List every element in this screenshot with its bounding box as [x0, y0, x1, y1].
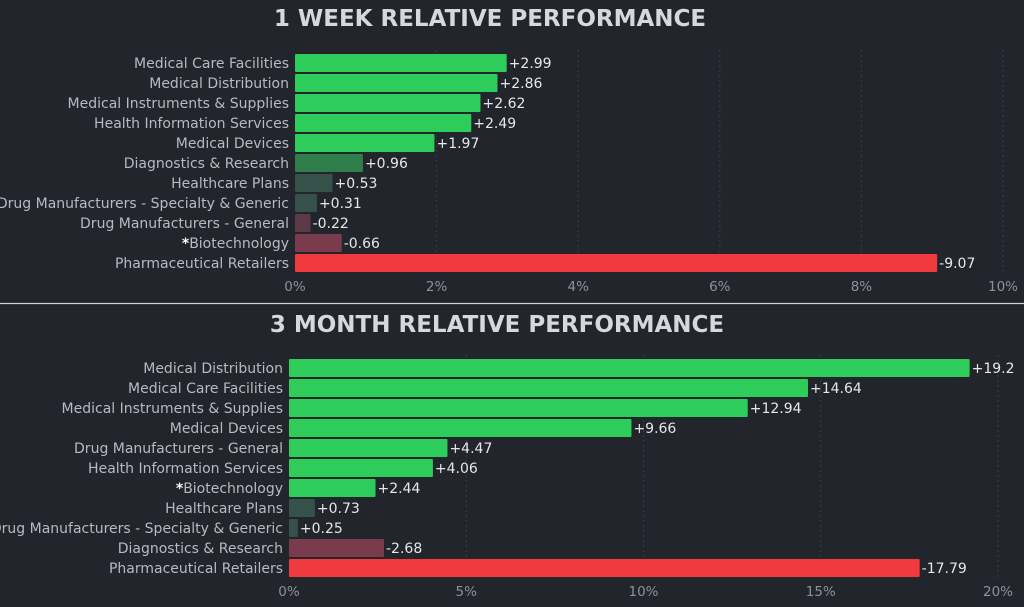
x-tick-label: 0% — [278, 584, 300, 600]
category-label: Medical Devices — [176, 136, 289, 152]
value-label: +4.06 — [435, 461, 478, 477]
category-label: Medical Instruments & Supplies — [62, 401, 283, 417]
bar — [295, 114, 472, 132]
value-label: +4.47 — [449, 441, 492, 457]
category-label: Drug Manufacturers - Specialty & Generic — [0, 521, 283, 537]
bar — [289, 419, 632, 437]
category-label: Drug Manufacturers - Specialty & Generic — [0, 196, 289, 212]
category-label: Medical Care Facilities — [128, 381, 283, 397]
value-label: +0.96 — [365, 156, 408, 172]
bar — [289, 519, 298, 537]
category-label: Healthcare Plans — [171, 176, 289, 192]
value-label: +2.44 — [377, 481, 420, 497]
value-label: -0.66 — [344, 236, 380, 252]
x-tick-label: 2% — [426, 279, 448, 295]
category-label: Drug Manufacturers - General — [74, 441, 283, 457]
category-label: Medical Distribution — [143, 361, 283, 377]
value-label: +0.53 — [335, 176, 378, 192]
bar — [295, 74, 498, 92]
panel-3-month: Medical Distribution +19.2 Medical Care Fa… — [0, 355, 1015, 600]
value-label: +2.99 — [509, 56, 552, 72]
value-label: +2.86 — [499, 76, 542, 92]
value-label: +0.73 — [317, 501, 360, 517]
value-label: -17.79 — [922, 561, 967, 577]
value-label: -0.22 — [313, 216, 349, 232]
x-tick-label: 0% — [284, 279, 306, 295]
category-label-text: Biotechnology — [189, 236, 289, 252]
x-tick-label: 15% — [806, 584, 836, 600]
category-label: Diagnostics & Research — [118, 541, 283, 557]
value-label: +0.25 — [300, 521, 343, 537]
bar — [289, 459, 433, 477]
category-label: Medical Instruments & Supplies — [68, 96, 289, 112]
bar — [295, 94, 481, 112]
bar — [289, 559, 920, 577]
value-label: +14.64 — [810, 381, 862, 397]
value-label: +9.66 — [633, 421, 676, 437]
bar — [289, 439, 448, 457]
category-label-text: Biotechnology — [183, 481, 283, 497]
bar — [295, 194, 317, 212]
category-label: *Biotechnology — [182, 236, 289, 252]
bar — [289, 379, 808, 397]
category-label: Medical Care Facilities — [134, 56, 289, 72]
value-label: +1.97 — [436, 136, 479, 152]
value-label: -2.68 — [386, 541, 422, 557]
chart-title-1-week: 1 WEEK RELATIVE PERFORMANCE — [274, 6, 706, 32]
category-label: Medical Devices — [170, 421, 283, 437]
panel-1-week: Medical Care Facilities +2.99 Medical Dist… — [0, 50, 1018, 295]
value-label: +19.2 — [972, 361, 1015, 377]
x-tick-label: 4% — [567, 279, 589, 295]
bar — [289, 479, 376, 497]
chart-title-3-month: 3 MONTH RELATIVE PERFORMANCE — [270, 312, 724, 338]
value-label: +12.94 — [750, 401, 802, 417]
category-label: Medical Distribution — [149, 76, 289, 92]
bar — [295, 54, 507, 72]
category-label: Health Information Services — [94, 116, 289, 132]
bar — [295, 234, 342, 252]
category-label: Healthcare Plans — [165, 501, 283, 517]
category-label: Pharmaceutical Retailers — [109, 561, 283, 577]
highlight-star-icon: * — [176, 481, 184, 497]
bar — [289, 539, 385, 557]
value-label: +0.31 — [319, 196, 362, 212]
bar — [295, 254, 938, 272]
x-tick-label: 8% — [851, 279, 873, 295]
value-label: -9.07 — [939, 256, 975, 272]
bar — [295, 174, 333, 192]
bar — [289, 359, 970, 377]
x-tick-label: 6% — [709, 279, 731, 295]
bar — [295, 214, 311, 232]
value-label: +2.62 — [482, 96, 525, 112]
x-tick-label: 20% — [983, 584, 1013, 600]
bar — [295, 134, 435, 152]
bar — [289, 399, 748, 417]
category-label: Drug Manufacturers - General — [80, 216, 289, 232]
category-label: *Biotechnology — [176, 481, 283, 497]
bar — [295, 154, 363, 172]
x-tick-label: 5% — [456, 584, 478, 600]
value-label: +2.49 — [473, 116, 516, 132]
bar — [289, 499, 315, 517]
highlight-star-icon: * — [182, 236, 190, 252]
category-label: Diagnostics & Research — [124, 156, 289, 172]
x-tick-label: 10% — [988, 279, 1018, 295]
category-label: Health Information Services — [88, 461, 283, 477]
category-label: Pharmaceutical Retailers — [115, 256, 289, 272]
x-tick-label: 10% — [628, 584, 658, 600]
